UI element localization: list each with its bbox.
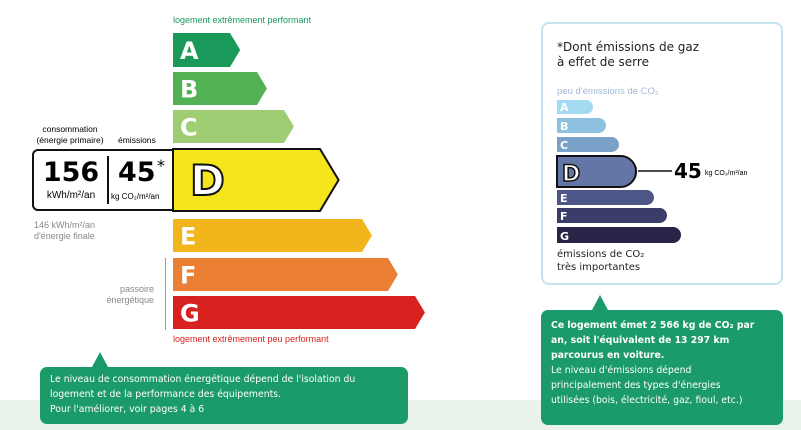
emissions-star: * [157, 156, 165, 175]
energy-letter-d: D [190, 156, 225, 205]
ges-bar-d [556, 155, 637, 188]
callout-left-pointer [92, 352, 108, 367]
energy-top-label: logement extrêmement performant [173, 15, 312, 25]
energy-bottom-label: logement extrêmement peu performant [173, 334, 329, 344]
values-box: 156 kWh/m²/an 45 * kg CO₂/m²/an [32, 149, 174, 211]
callout-right-line5: principalement des types d'énergies [551, 380, 721, 391]
energy-bar-a [173, 33, 241, 67]
callout-right: Ce logement émet 2 566 kg de CO₂ par an,… [541, 310, 783, 425]
ges-bar-f [557, 208, 667, 223]
energy-letter-e: E [180, 223, 196, 251]
ges-bar-c [557, 137, 620, 152]
ges-bottom-label: émissions de CO₂ très importantes [557, 248, 644, 274]
consumption-header-line1: consommation [42, 124, 98, 134]
consumption-header-line2: (énergie primaire) [36, 135, 104, 145]
ges-letter-g: G [560, 230, 569, 243]
energy-letter-c: C [180, 114, 198, 142]
energy-letter-f: F [180, 262, 196, 290]
energy-bar-c [173, 110, 294, 143]
ges-letter-f: F [560, 210, 568, 223]
emissions-unit: kg CO₂/m²/an [111, 192, 160, 201]
emissions-value: 45 [118, 157, 156, 188]
callout-right-line3: parcourus en voiture. [551, 350, 665, 361]
energy-bar-f [173, 258, 398, 291]
ges-bar-a [557, 100, 593, 114]
consumption-value: 156 [42, 157, 100, 188]
passoire-line2: énergétique [106, 295, 154, 305]
ges-letter-c: C [560, 139, 568, 152]
callout-left-line1: Le niveau de consommation énergétique dé… [50, 374, 356, 385]
passoire-label: passoire énergétique [100, 284, 154, 306]
callout-left-line2: logement et de la performance des équipe… [50, 389, 282, 400]
consumption-unit: kWh/m²/an [46, 190, 96, 201]
callout-right-line2: an, soit l'équivalent de 13 297 km [551, 335, 730, 346]
callout-right-line1: Ce logement émet 2 566 kg de CO₂ par [551, 320, 755, 331]
final-energy-line1: 146 kWh/m²/an [34, 220, 96, 230]
ges-unit: kg CO₂/m²/an [705, 170, 748, 177]
ges-bottom-line2: très importantes [557, 262, 641, 273]
ges-letter-b: B [560, 120, 568, 133]
ges-letter-e: E [560, 192, 568, 205]
callout-right-line6: utilisées (bois, électricité, gaz, fioul… [551, 395, 743, 406]
ges-letter-d: D [562, 162, 580, 187]
ges-note: *Dont émissions de gaz à effet de serre [557, 40, 699, 70]
passoire-bracket [165, 258, 166, 330]
emissions-header: émissions [118, 135, 156, 145]
ges-panel: *Dont émissions de gaz à effet de serre p… [541, 22, 783, 285]
callout-right-line4: Le niveau d'émissions dépend [551, 365, 692, 376]
ges-letter-a: A [560, 101, 569, 114]
energy-letter-a: A [180, 37, 199, 65]
final-energy: 146 kWh/m²/an d'énergie finale [34, 220, 95, 242]
energy-bar-d [172, 148, 340, 212]
energy-bar-e [173, 219, 372, 252]
consumption-header: consommation (énergie primaire) [30, 124, 110, 146]
divider [107, 156, 109, 204]
energy-bar-g [173, 296, 425, 329]
ges-bottom-line1: émissions de CO₂ [557, 249, 645, 260]
final-energy-line2: d'énergie finale [34, 231, 95, 241]
callout-right-pointer [592, 295, 608, 310]
ges-note-line2: à effet de serre [557, 55, 649, 69]
ges-bar-e [557, 190, 655, 205]
ges-bar-g [557, 227, 681, 243]
callout-left-line3: Pour l'améliorer, voir pages 4 à 6 [50, 404, 205, 415]
energy-letter-g: G [180, 300, 200, 328]
ges-bar-b [557, 118, 606, 133]
ges-top-label: peu d'émissions de CO₂ [557, 86, 659, 97]
energy-bar-b [173, 72, 267, 105]
ges-value: 45 [674, 159, 702, 183]
passoire-line1: passoire [119, 284, 154, 294]
energy-letter-b: B [180, 76, 198, 104]
callout-left: Le niveau de consommation énergétique dé… [40, 367, 408, 424]
ges-note-line1: *Dont émissions de gaz [557, 40, 700, 54]
